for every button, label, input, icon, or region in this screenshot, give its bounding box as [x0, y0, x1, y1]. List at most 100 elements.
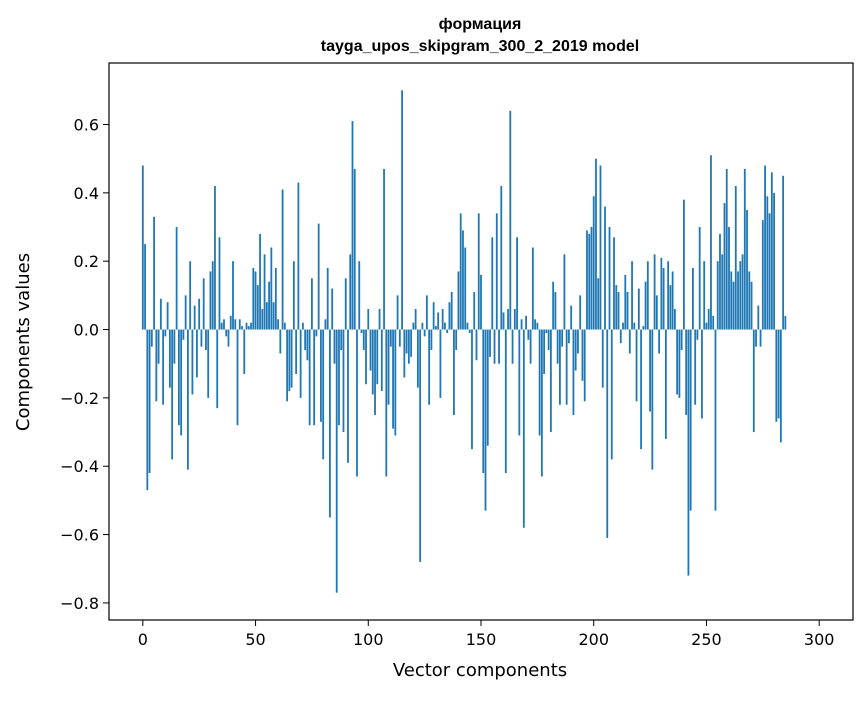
bar — [338, 329, 340, 426]
bar — [536, 322, 539, 330]
bar — [148, 329, 151, 474]
bar — [189, 261, 192, 330]
bar — [597, 278, 600, 330]
bar — [344, 278, 347, 330]
bar — [547, 329, 550, 351]
bar — [522, 329, 525, 528]
bar — [592, 196, 595, 330]
y-tick-label: −0.6 — [60, 526, 99, 545]
bar — [545, 329, 548, 333]
bar — [378, 309, 381, 330]
bar — [723, 203, 726, 330]
bar — [168, 329, 171, 388]
bar — [664, 329, 667, 439]
bar — [371, 329, 374, 395]
bar — [335, 329, 338, 593]
bar — [159, 298, 162, 330]
bar — [511, 329, 514, 364]
bar — [396, 295, 399, 330]
bar — [739, 261, 742, 330]
bars-group — [141, 90, 787, 593]
bar — [714, 329, 717, 511]
bar — [707, 309, 710, 330]
bar — [171, 329, 174, 460]
bar — [446, 329, 449, 333]
bar — [531, 247, 534, 330]
bar — [757, 305, 760, 330]
bar — [265, 302, 268, 330]
bar — [610, 329, 613, 460]
bar — [559, 329, 561, 405]
bar — [279, 329, 282, 354]
bar — [676, 329, 679, 395]
bar — [464, 247, 467, 330]
bar — [187, 329, 189, 470]
bar — [444, 322, 446, 330]
bar — [655, 295, 658, 330]
bar — [277, 319, 279, 330]
bar — [646, 261, 649, 330]
bar — [770, 172, 773, 330]
bar — [180, 329, 183, 436]
bar — [229, 315, 232, 330]
bar — [256, 285, 259, 330]
x-tick-label: 100 — [353, 630, 384, 649]
bar — [473, 291, 476, 330]
bar — [759, 329, 762, 347]
bar — [500, 186, 503, 330]
bar — [613, 237, 615, 330]
x-axis-ticks: 0 50 100 150 200 250 300 — [138, 620, 834, 649]
y-tick-label: 0.4 — [74, 184, 99, 203]
bar — [401, 90, 403, 330]
bar — [281, 189, 284, 330]
bar — [274, 268, 277, 330]
bar — [777, 329, 780, 419]
bar — [626, 291, 629, 330]
x-tick-label: 0 — [138, 630, 148, 649]
bar — [414, 309, 417, 330]
bar — [453, 329, 455, 415]
bar — [301, 322, 304, 330]
chart-subtitle: tayga_upos_skipgram_300_2_2019 model — [321, 38, 639, 55]
bar — [698, 227, 701, 330]
bar — [333, 329, 336, 364]
bar — [529, 329, 532, 364]
bar — [642, 326, 645, 330]
bar — [205, 329, 207, 351]
bar — [644, 281, 647, 330]
bar — [583, 329, 586, 402]
bar — [331, 288, 334, 330]
bar — [232, 261, 234, 330]
bar — [288, 329, 291, 392]
bar — [725, 168, 728, 330]
bar — [416, 329, 419, 388]
bar — [362, 329, 365, 351]
bar — [198, 298, 201, 330]
bar — [351, 121, 354, 330]
bar — [313, 329, 316, 426]
bar — [673, 309, 676, 330]
bar — [471, 329, 473, 450]
bar — [423, 329, 426, 337]
bar — [480, 274, 482, 330]
bar — [358, 261, 361, 330]
bar — [389, 329, 392, 347]
bar — [683, 199, 685, 330]
bar — [220, 322, 223, 330]
bar — [283, 322, 286, 330]
bar — [574, 329, 577, 371]
bar — [477, 213, 480, 330]
bar — [595, 158, 597, 330]
bar — [653, 254, 656, 330]
bar — [752, 329, 755, 433]
y-axis-ticks: −0.8 −0.6 −0.4 −0.2 0.0 0.2 0.4 0.6 — [60, 116, 109, 613]
y-tick-label: 0.2 — [74, 252, 99, 271]
bar — [737, 271, 739, 330]
bar — [782, 175, 785, 330]
bar — [746, 209, 748, 330]
bar — [455, 329, 458, 351]
bar — [768, 213, 771, 330]
bar — [272, 302, 275, 330]
bar — [141, 165, 144, 330]
